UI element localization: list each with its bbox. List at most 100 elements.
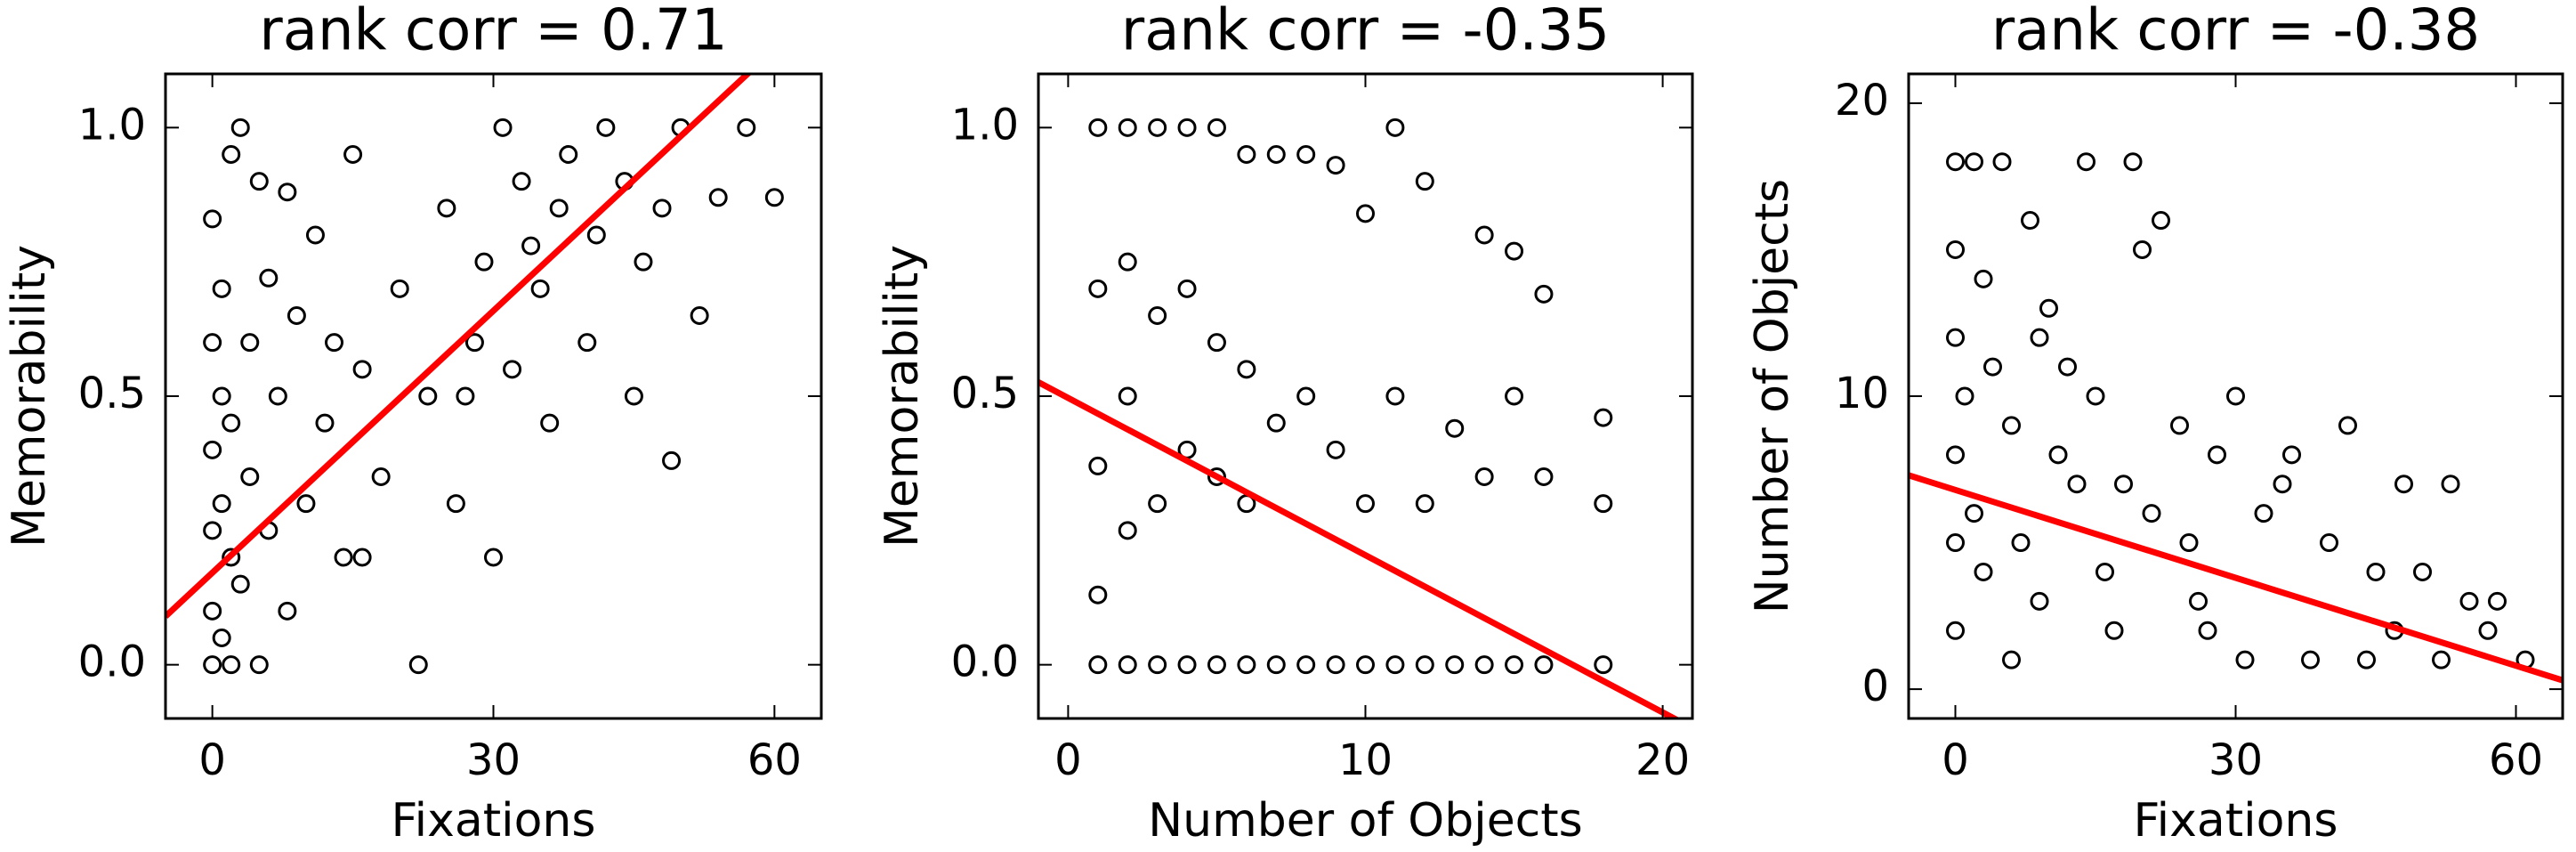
point [325, 333, 344, 353]
point [1118, 118, 1137, 137]
point [596, 118, 616, 137]
x-tick-label: 0 [1054, 735, 1082, 785]
point [559, 145, 578, 164]
point [1965, 152, 1983, 172]
point [2432, 650, 2451, 669]
point [222, 145, 241, 164]
point [2133, 239, 2152, 259]
point [1356, 204, 1375, 223]
point [2357, 650, 2376, 669]
point [634, 252, 653, 272]
point [2170, 416, 2189, 435]
point [287, 306, 306, 325]
point [2282, 445, 2301, 465]
point [464, 333, 484, 353]
point [1505, 386, 1524, 406]
point [1177, 655, 1197, 675]
point [586, 225, 606, 245]
point [2394, 475, 2413, 494]
point [203, 209, 222, 229]
point [1177, 279, 1197, 298]
point [352, 360, 372, 379]
point [2067, 475, 2087, 494]
point [2366, 562, 2386, 581]
point [1534, 655, 1554, 675]
point [1088, 118, 1108, 137]
point [1118, 655, 1137, 675]
point [1148, 118, 1167, 137]
point [1266, 655, 1286, 675]
point [2189, 591, 2208, 611]
point [2273, 475, 2292, 494]
point [1385, 386, 1405, 406]
point [1974, 269, 1993, 288]
point [1296, 655, 1316, 675]
point [1148, 306, 1167, 325]
fit-line [166, 74, 753, 619]
point [203, 655, 222, 675]
subplot: 0 30 60 0 10 20 rank corr = -0.38 Fixations Numb… [1746, 0, 2564, 848]
point [2478, 621, 2498, 640]
point [390, 279, 409, 298]
point [2235, 650, 2255, 669]
point [2179, 533, 2199, 553]
point [1266, 413, 1286, 433]
point [305, 225, 325, 245]
point [1534, 467, 1554, 486]
point [446, 494, 465, 514]
y-tick-label: 1.0 [78, 100, 146, 150]
point [1946, 152, 1965, 172]
point [2301, 650, 2320, 669]
subplot: 0 10 20 0.0 0.5 1.0 rank corr = -0.35 Number of… [876, 0, 1694, 848]
point [2320, 533, 2338, 553]
y-tick-label: 0.5 [78, 369, 146, 418]
y-tick-label: 0.0 [78, 637, 146, 687]
point [2441, 475, 2460, 494]
point [1946, 621, 1965, 640]
point [2048, 445, 2068, 465]
point [268, 386, 287, 406]
point [222, 655, 241, 675]
point [474, 252, 494, 272]
point [1946, 533, 1965, 553]
point [1296, 145, 1316, 164]
point [521, 236, 541, 256]
point [1445, 418, 1465, 438]
point [1474, 225, 1494, 245]
point [1207, 655, 1226, 675]
chart-title: rank corr = 0.71 [259, 0, 727, 64]
point [1955, 386, 1974, 406]
point [296, 494, 316, 514]
point [230, 574, 250, 594]
point [240, 333, 260, 353]
point [1118, 252, 1137, 272]
point [222, 548, 241, 567]
point [2039, 298, 2058, 318]
point [1594, 494, 1613, 514]
point [1356, 655, 1375, 675]
point [371, 467, 391, 486]
point [1207, 467, 1226, 486]
point [2021, 211, 2039, 231]
point [315, 413, 335, 433]
chart-title: rank corr = -0.35 [1121, 0, 1610, 64]
point [418, 386, 438, 406]
x-tick-label: 60 [747, 735, 802, 785]
point [2104, 621, 2124, 640]
point [1088, 655, 1108, 675]
point [1505, 241, 1524, 261]
point [1326, 440, 1345, 459]
point [662, 450, 682, 470]
x-axis-label: Fixations [2134, 794, 2338, 848]
point [2086, 386, 2105, 406]
point [2030, 591, 2049, 611]
point [2123, 152, 2143, 172]
point [1385, 118, 1405, 137]
point [512, 172, 531, 191]
point [2152, 211, 2170, 231]
point [2254, 504, 2273, 523]
point [1148, 655, 1167, 675]
point [1237, 145, 1256, 164]
point [1326, 156, 1345, 175]
